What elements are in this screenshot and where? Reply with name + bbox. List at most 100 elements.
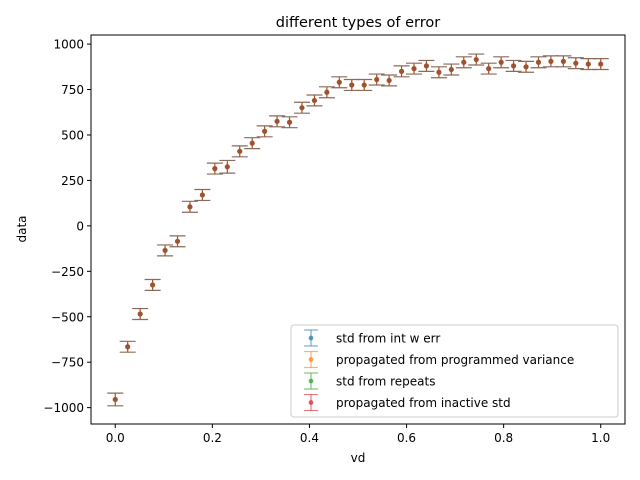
legend-marker xyxy=(308,378,314,384)
marker xyxy=(286,119,293,125)
legend-marker xyxy=(308,357,314,362)
marker xyxy=(274,118,280,124)
marker xyxy=(112,396,118,403)
data-point-31 xyxy=(493,56,510,69)
marker xyxy=(299,105,305,111)
legend-label: std from repeats xyxy=(336,375,436,389)
x-tick-label: 0.4 xyxy=(300,431,319,445)
data-point-29 xyxy=(468,53,485,66)
legend-entry: propagated from inactive std xyxy=(304,393,511,412)
marker xyxy=(473,56,479,63)
data-point-26 xyxy=(430,66,447,79)
data-point-5 xyxy=(169,235,186,248)
data-point-22 xyxy=(381,74,398,87)
y-tick-label: 1000 xyxy=(53,38,84,52)
marker xyxy=(411,66,417,72)
marker xyxy=(262,128,268,134)
marker xyxy=(212,166,218,172)
legend-entry: propagated from programmed variance xyxy=(304,350,574,369)
data-point-34 xyxy=(530,56,547,69)
marker xyxy=(187,204,193,210)
legend-marker xyxy=(308,400,314,405)
marker xyxy=(237,148,243,154)
x-tick-label: 1.0 xyxy=(591,431,610,445)
marker xyxy=(349,82,355,88)
data-point-7 xyxy=(194,188,211,202)
marker xyxy=(162,247,168,254)
marker xyxy=(585,61,591,67)
data-point-11 xyxy=(244,137,261,150)
data-point-4 xyxy=(157,244,174,257)
chart-title: different types of error xyxy=(276,15,440,31)
marker xyxy=(249,140,255,146)
marker xyxy=(311,97,318,104)
data-point-21 xyxy=(368,73,385,86)
data-point-13 xyxy=(269,115,286,128)
legend-entry: std from int w err xyxy=(304,329,440,347)
y-tick-label: −500 xyxy=(51,310,84,324)
y-tick-label: 750 xyxy=(61,83,84,97)
marker xyxy=(510,63,517,69)
marker xyxy=(386,77,392,84)
marker xyxy=(548,58,554,64)
data-point-18 xyxy=(331,76,348,89)
data-point-28 xyxy=(455,56,472,69)
data-point-24 xyxy=(406,62,423,75)
marker xyxy=(324,89,330,95)
marker xyxy=(498,59,504,65)
data-point-14 xyxy=(281,116,298,129)
plot-area xyxy=(107,53,609,407)
x-tick-label: 0.0 xyxy=(106,431,125,445)
marker xyxy=(448,66,454,73)
marker xyxy=(336,79,342,85)
x-tick-label: 0.2 xyxy=(203,431,222,445)
data-point-12 xyxy=(256,125,273,138)
marker xyxy=(137,311,143,317)
data-point-30 xyxy=(480,62,497,75)
y-tick-label: 500 xyxy=(61,128,84,142)
axes-frame xyxy=(90,34,626,425)
legend-label: propagated from programmed variance xyxy=(336,353,574,367)
data-point-0 xyxy=(107,392,124,407)
marker xyxy=(374,76,380,83)
marker xyxy=(199,192,206,198)
data-point-39 xyxy=(592,58,609,71)
legend-entry: std from repeats xyxy=(304,372,436,390)
legend-frame xyxy=(290,324,619,418)
data-point-2 xyxy=(132,307,149,321)
marker xyxy=(535,59,542,65)
marker xyxy=(436,69,442,75)
y-tick-label: −250 xyxy=(51,265,84,279)
data-point-6 xyxy=(181,200,198,213)
data-point-36 xyxy=(555,55,572,68)
data-point-32 xyxy=(505,59,522,72)
data-point-20 xyxy=(356,78,373,92)
axes: 0.0 0.2 0.4 0.6 0.8 1.0 −1000 −750 −500 −250 0 250 5… xyxy=(43,34,626,445)
data-point-25 xyxy=(418,59,435,72)
legend-label: std from int w err xyxy=(336,332,440,346)
data-point-27 xyxy=(443,63,460,76)
data-point-23 xyxy=(393,65,410,78)
y-tick-label: 0 xyxy=(76,219,84,233)
x-tick-label: 0.8 xyxy=(494,431,513,445)
marker xyxy=(224,164,230,170)
y-tick-label: −1000 xyxy=(43,401,84,415)
marker xyxy=(150,282,156,288)
data-point-1 xyxy=(119,340,136,353)
y-tick-label: 250 xyxy=(61,174,84,188)
data-point-8 xyxy=(206,162,223,175)
data-point-10 xyxy=(231,145,248,158)
marker xyxy=(573,60,579,66)
data-point-37 xyxy=(567,57,584,70)
marker xyxy=(598,61,604,67)
legend: std from int w err propagated from progra… xyxy=(290,324,619,418)
x-tick-label: 0.6 xyxy=(397,431,416,445)
marker xyxy=(398,68,405,74)
legend-marker xyxy=(308,335,314,341)
data-point-15 xyxy=(293,101,310,114)
data-point-3 xyxy=(144,278,161,291)
data-point-16 xyxy=(306,94,323,107)
x-axis-label: vd xyxy=(351,451,366,465)
y-axis-label: data xyxy=(15,215,29,242)
marker xyxy=(174,238,181,244)
